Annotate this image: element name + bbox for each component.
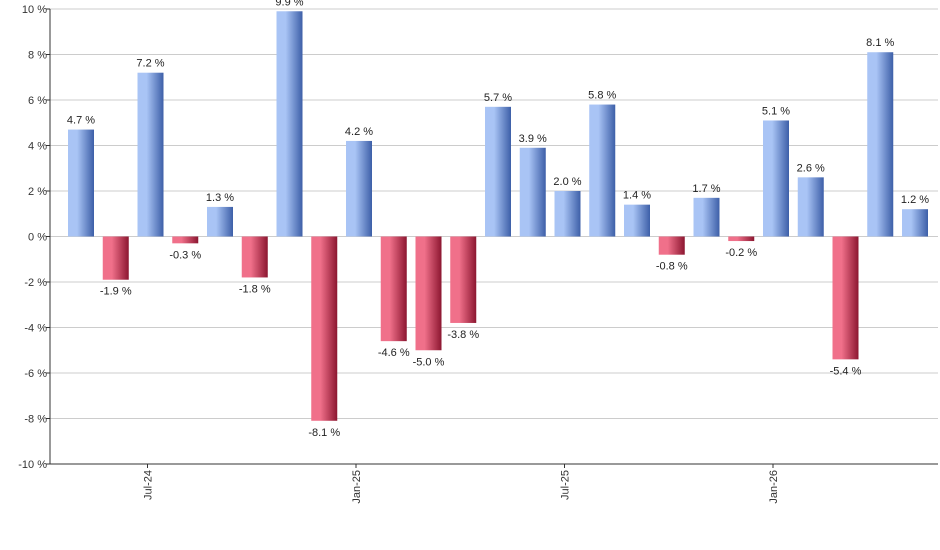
data-label: -3.8 % [447,329,479,341]
bar [415,236,442,351]
bar [867,52,894,237]
bar [207,206,233,237]
bar [589,104,616,237]
bar [311,236,338,421]
data-label: 3.9 % [519,133,547,145]
data-label: -0.8 % [656,261,688,273]
data-label: 7.2 % [136,58,164,70]
bars [68,11,928,421]
y-tick-label: 2 % [28,186,47,198]
bar [241,236,268,278]
data-label: 9.9 % [275,0,303,8]
data-label: 2.6 % [797,162,825,174]
data-label: -5.4 % [830,365,862,377]
bar [485,106,511,237]
data-label: 1.4 % [623,190,651,202]
bar [137,72,164,237]
y-tick-label: 6 % [28,95,47,107]
data-label: 1.7 % [692,183,720,195]
y-tick-label: 0 % [28,232,47,244]
y-tick-label: -8 % [24,414,47,426]
y-tick-label: 10 % [22,4,47,16]
x-tick-label: Jul-25 [560,470,572,500]
y-tick-label: -2 % [24,277,47,289]
labels: 10 % 8 % 6 % 4 % 2 % 0 % -2 % -4 % -6 % -8 % -10 %… [18,0,929,504]
bar [172,236,199,244]
bar [554,191,581,237]
bar [728,236,755,242]
data-label: 5.7 % [484,92,512,104]
axes [46,8,938,468]
bar [276,11,303,237]
data-label: -5.0 % [413,356,445,368]
data-label: 2.0 % [553,176,581,188]
bar [624,204,650,237]
bar [450,236,477,323]
y-tick-label: 8 % [28,50,47,62]
bar [832,236,859,360]
y-tick-label: 4 % [28,141,47,153]
data-label: -4.6 % [378,347,410,359]
bar [797,177,824,237]
x-tick-label: Jan-25 [351,470,363,504]
bar [658,236,685,255]
data-label: 5.1 % [762,105,790,117]
y-tick-label: -10 % [18,459,47,471]
bar [519,147,546,237]
data-label: 1.2 % [901,194,929,206]
data-label: 1.3 % [206,192,234,204]
data-label: -1.9 % [100,286,132,298]
x-tick-label: Jul-24 [143,470,155,500]
data-label: -8.1 % [308,427,340,439]
bar [102,236,129,280]
y-tick-label: -6 % [24,368,47,380]
x-tick-label: Jan-26 [768,470,780,504]
bar [902,209,928,237]
data-label: -0.3 % [169,249,201,261]
bar [693,197,720,237]
data-label: 4.7 % [67,115,95,127]
data-label: 4.2 % [345,126,373,138]
bar [68,129,94,237]
y-tick-label: -4 % [24,323,47,335]
bar [380,236,407,342]
bar [763,120,789,237]
data-label: 5.8 % [588,90,616,102]
data-label: 8.1 % [866,37,894,49]
data-label: -0.2 % [725,247,757,259]
bar [346,140,372,237]
data-label: -1.8 % [239,283,271,295]
